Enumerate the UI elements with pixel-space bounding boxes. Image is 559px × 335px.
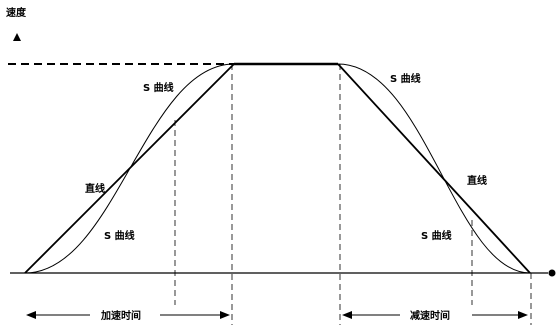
label-s-curve-decel-top: S 曲线 (390, 72, 421, 85)
accel-span-left-arrow (26, 311, 36, 319)
y-axis-arrow (13, 33, 21, 41)
label-s-curve-accel-bottom: S 曲线 (104, 229, 135, 242)
accel-span-right-arrow (220, 311, 230, 319)
label-s-curve-accel-top: S 曲线 (143, 81, 174, 94)
label-straight-decel: 直线 (467, 174, 487, 187)
decel-span-left-arrow (342, 311, 352, 319)
label-straight-accel: 直线 (85, 182, 105, 195)
decel-time-label: 减速时间 (410, 309, 450, 322)
y-axis-label: 速度 (6, 6, 27, 19)
decel-span-right-arrow (518, 311, 528, 319)
x-axis-arrow (548, 269, 556, 277)
straight-decel-line (337, 63, 531, 274)
s-curve-accel (24, 63, 235, 274)
accel-time-label: 加速时间 (100, 309, 141, 322)
label-s-curve-decel-bottom: S 曲线 (421, 229, 452, 242)
s-curve-decel (337, 63, 531, 274)
